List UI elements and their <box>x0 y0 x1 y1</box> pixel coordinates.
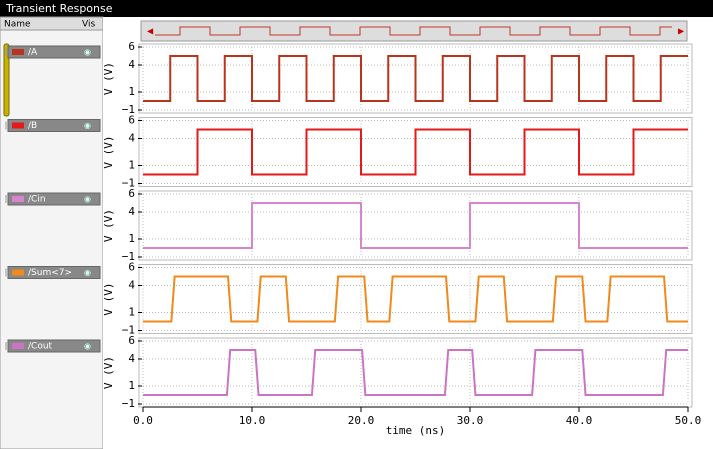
column-header: Name <box>4 20 31 30</box>
legend-swatch <box>12 196 24 202</box>
selection-bar <box>3 43 10 117</box>
y-tick-label: −1 <box>122 103 135 116</box>
y-tick-label: 1 <box>128 159 135 172</box>
column-header: Vis <box>82 20 95 30</box>
waveform <box>143 275 688 323</box>
plot-area <box>138 337 693 408</box>
scrollbar[interactable] <box>140 20 688 42</box>
y-axis-label: V (V) <box>102 209 115 242</box>
x-tick-label: 10.0 <box>239 414 266 427</box>
title-bar <box>0 0 713 17</box>
visibility-icon: ◉ <box>84 121 91 130</box>
legend-swatch <box>12 343 24 349</box>
legend-swatch <box>12 269 24 276</box>
legend-label: /Sum<7> <box>28 268 72 278</box>
y-tick-label: 6 <box>128 114 135 127</box>
visibility-icon: ◉ <box>84 195 91 204</box>
y-tick-label: 1 <box>128 85 135 98</box>
legend-label: /B <box>28 121 37 131</box>
legend-label: /A <box>28 48 38 58</box>
y-tick-label: 6 <box>128 334 135 347</box>
y-tick-label: 6 <box>128 187 135 200</box>
y-tick-label: −1 <box>122 177 135 190</box>
legend-entry <box>7 266 101 279</box>
legend-entry <box>7 119 101 132</box>
window-title: Transient Response <box>5 2 113 15</box>
x-tick-label: 0.0 <box>133 414 153 427</box>
legend-entry <box>7 192 101 206</box>
scroll-right[interactable]: ▶ <box>678 27 685 36</box>
y-axis-label: V (V) <box>102 62 115 95</box>
waveform <box>143 349 688 396</box>
y-tick-label: 4 <box>128 205 135 218</box>
x-tick-label: 40.0 <box>566 414 593 427</box>
x-tick-label: 30.0 <box>457 414 484 427</box>
visibility-icon: ◉ <box>84 48 91 57</box>
visibility-icon: ◉ <box>84 342 91 351</box>
legend-entry <box>7 45 101 59</box>
name-panel <box>0 16 104 449</box>
plot-area <box>138 190 693 261</box>
y-axis-label: V (V) <box>102 135 115 168</box>
legend-label: /Cout <box>28 342 53 352</box>
scrollbar-preview <box>155 26 672 36</box>
y-tick-label: −1 <box>122 324 135 337</box>
y-tick-label: 1 <box>128 232 135 245</box>
y-tick-label: 6 <box>128 40 135 53</box>
scroll-left[interactable]: ◀ <box>147 27 154 36</box>
waveform <box>143 202 688 249</box>
y-tick-label: −1 <box>122 250 135 263</box>
x-tick-label: 20.0 <box>348 414 375 427</box>
y-tick-label: 1 <box>128 379 135 392</box>
y-tick-label: 4 <box>128 352 135 365</box>
y-tick-label: 1 <box>128 306 135 319</box>
legend-swatch <box>12 122 24 129</box>
y-tick-label: 4 <box>128 279 135 292</box>
y-axis-label: V (V) <box>102 356 115 389</box>
visibility-icon: ◉ <box>84 268 91 277</box>
legend-swatch <box>12 49 24 55</box>
x-axis-label: time (ns) <box>386 424 446 437</box>
waveform <box>143 55 688 102</box>
y-axis-label: V (V) <box>102 282 115 315</box>
y-tick-label: −1 <box>122 397 135 410</box>
legend-label: /Cin <box>28 195 46 205</box>
y-tick-label: 6 <box>128 261 135 274</box>
legend-entry <box>7 339 101 353</box>
y-tick-label: 4 <box>128 58 135 71</box>
waveform <box>143 128 688 176</box>
y-tick-label: 4 <box>128 132 135 145</box>
x-tick-label: 50.0 <box>675 414 702 427</box>
